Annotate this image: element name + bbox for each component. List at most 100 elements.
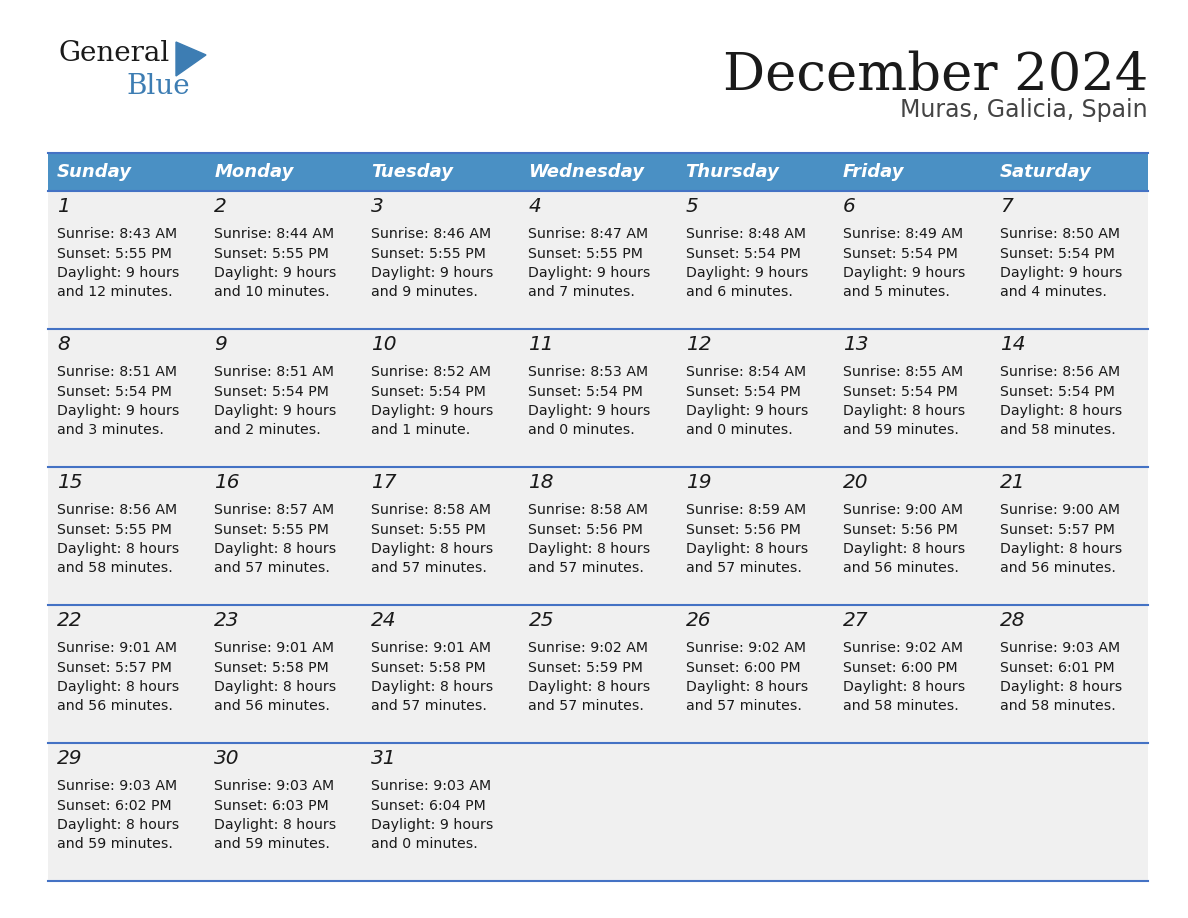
Text: Daylight: 9 hours: Daylight: 9 hours — [529, 266, 651, 280]
Bar — [991, 605, 1148, 743]
Text: Daylight: 8 hours: Daylight: 8 hours — [214, 680, 336, 694]
Text: Sunset: 6:04 PM: Sunset: 6:04 PM — [372, 799, 486, 812]
Bar — [834, 467, 991, 605]
Text: Sunrise: 8:43 AM: Sunrise: 8:43 AM — [57, 227, 177, 241]
Text: Sunset: 5:56 PM: Sunset: 5:56 PM — [529, 522, 644, 536]
Text: Sunset: 5:54 PM: Sunset: 5:54 PM — [57, 385, 172, 398]
Text: and 4 minutes.: and 4 minutes. — [1000, 285, 1107, 299]
Text: Sunrise: 9:01 AM: Sunrise: 9:01 AM — [214, 641, 334, 655]
Text: Sunrise: 8:58 AM: Sunrise: 8:58 AM — [372, 503, 492, 517]
Bar — [48, 191, 206, 329]
Text: Muras, Galicia, Spain: Muras, Galicia, Spain — [901, 98, 1148, 122]
Text: Sunrise: 9:02 AM: Sunrise: 9:02 AM — [842, 641, 962, 655]
Text: Sunset: 6:03 PM: Sunset: 6:03 PM — [214, 799, 329, 812]
Text: 25: 25 — [529, 611, 554, 630]
Text: and 57 minutes.: and 57 minutes. — [372, 562, 487, 576]
Text: and 3 minutes.: and 3 minutes. — [57, 423, 164, 438]
Text: Sunset: 5:54 PM: Sunset: 5:54 PM — [214, 385, 329, 398]
Text: Sunrise: 9:01 AM: Sunrise: 9:01 AM — [57, 641, 177, 655]
Text: 13: 13 — [842, 335, 868, 354]
Text: Daylight: 8 hours: Daylight: 8 hours — [214, 818, 336, 832]
Text: Sunset: 5:56 PM: Sunset: 5:56 PM — [685, 522, 801, 536]
Text: Sunset: 5:54 PM: Sunset: 5:54 PM — [372, 385, 486, 398]
Text: Friday: Friday — [842, 163, 904, 181]
Text: Daylight: 8 hours: Daylight: 8 hours — [1000, 404, 1123, 418]
Text: Sunrise: 8:51 AM: Sunrise: 8:51 AM — [57, 365, 177, 379]
Text: and 7 minutes.: and 7 minutes. — [529, 285, 636, 299]
Text: and 59 minutes.: and 59 minutes. — [214, 837, 330, 852]
Text: 8: 8 — [57, 335, 70, 354]
Text: Wednesday: Wednesday — [529, 163, 644, 181]
Text: Daylight: 9 hours: Daylight: 9 hours — [685, 266, 808, 280]
Text: Sunrise: 8:48 AM: Sunrise: 8:48 AM — [685, 227, 805, 241]
Text: Saturday: Saturday — [1000, 163, 1092, 181]
Bar — [519, 605, 677, 743]
Text: Sunset: 5:55 PM: Sunset: 5:55 PM — [214, 522, 329, 536]
Bar — [834, 605, 991, 743]
Text: Sunrise: 9:02 AM: Sunrise: 9:02 AM — [529, 641, 649, 655]
Text: 10: 10 — [372, 335, 397, 354]
Text: Daylight: 9 hours: Daylight: 9 hours — [214, 266, 336, 280]
Text: 7: 7 — [1000, 197, 1012, 216]
Text: Daylight: 8 hours: Daylight: 8 hours — [529, 542, 651, 556]
Text: Sunrise: 9:03 AM: Sunrise: 9:03 AM — [214, 779, 334, 793]
Text: and 59 minutes.: and 59 minutes. — [842, 423, 959, 438]
Text: Sunset: 5:58 PM: Sunset: 5:58 PM — [214, 660, 329, 675]
Text: and 1 minute.: and 1 minute. — [372, 423, 470, 438]
Text: 17: 17 — [372, 473, 397, 492]
Text: 28: 28 — [1000, 611, 1025, 630]
Text: 12: 12 — [685, 335, 712, 354]
Text: Daylight: 9 hours: Daylight: 9 hours — [57, 404, 179, 418]
Text: Sunday: Sunday — [57, 163, 132, 181]
Text: Sunrise: 8:50 AM: Sunrise: 8:50 AM — [1000, 227, 1120, 241]
Text: and 2 minutes.: and 2 minutes. — [214, 423, 321, 438]
Text: and 58 minutes.: and 58 minutes. — [1000, 423, 1116, 438]
Bar — [362, 605, 519, 743]
Bar — [362, 743, 519, 881]
Text: Sunrise: 8:56 AM: Sunrise: 8:56 AM — [1000, 365, 1120, 379]
Text: Sunset: 5:55 PM: Sunset: 5:55 PM — [57, 247, 172, 261]
Text: Sunset: 5:54 PM: Sunset: 5:54 PM — [685, 385, 801, 398]
Text: and 0 minutes.: and 0 minutes. — [685, 423, 792, 438]
Text: and 58 minutes.: and 58 minutes. — [842, 700, 959, 713]
Bar — [206, 467, 362, 605]
Text: Sunset: 5:55 PM: Sunset: 5:55 PM — [372, 522, 486, 536]
Text: Daylight: 9 hours: Daylight: 9 hours — [372, 266, 494, 280]
Text: Sunrise: 8:58 AM: Sunrise: 8:58 AM — [529, 503, 649, 517]
Text: Sunset: 6:01 PM: Sunset: 6:01 PM — [1000, 660, 1114, 675]
Text: Sunset: 5:54 PM: Sunset: 5:54 PM — [842, 385, 958, 398]
Text: Sunset: 5:54 PM: Sunset: 5:54 PM — [529, 385, 644, 398]
Bar — [677, 329, 834, 467]
Text: Sunrise: 8:49 AM: Sunrise: 8:49 AM — [842, 227, 962, 241]
Bar — [519, 153, 677, 191]
Text: 5: 5 — [685, 197, 699, 216]
Text: 11: 11 — [529, 335, 554, 354]
Text: Sunrise: 8:56 AM: Sunrise: 8:56 AM — [57, 503, 177, 517]
Text: 19: 19 — [685, 473, 712, 492]
Text: Sunrise: 8:55 AM: Sunrise: 8:55 AM — [842, 365, 962, 379]
Text: Daylight: 8 hours: Daylight: 8 hours — [57, 818, 179, 832]
Bar — [991, 191, 1148, 329]
Bar — [677, 743, 834, 881]
Text: Sunset: 5:55 PM: Sunset: 5:55 PM — [57, 522, 172, 536]
Text: 22: 22 — [57, 611, 82, 630]
Text: and 0 minutes.: and 0 minutes. — [372, 837, 478, 852]
Bar — [677, 153, 834, 191]
Text: Daylight: 8 hours: Daylight: 8 hours — [57, 680, 179, 694]
Text: and 12 minutes.: and 12 minutes. — [57, 285, 172, 299]
Text: Sunrise: 9:01 AM: Sunrise: 9:01 AM — [372, 641, 492, 655]
Bar — [206, 153, 362, 191]
Text: 24: 24 — [372, 611, 397, 630]
Text: Daylight: 9 hours: Daylight: 9 hours — [1000, 266, 1123, 280]
Text: and 5 minutes.: and 5 minutes. — [842, 285, 949, 299]
Text: Sunrise: 9:00 AM: Sunrise: 9:00 AM — [842, 503, 962, 517]
Bar — [206, 329, 362, 467]
Text: General: General — [58, 40, 169, 67]
Bar — [48, 329, 206, 467]
Text: Sunrise: 8:59 AM: Sunrise: 8:59 AM — [685, 503, 805, 517]
Polygon shape — [176, 42, 206, 76]
Bar — [519, 743, 677, 881]
Text: Sunrise: 8:47 AM: Sunrise: 8:47 AM — [529, 227, 649, 241]
Text: 31: 31 — [372, 749, 397, 768]
Text: and 57 minutes.: and 57 minutes. — [529, 700, 644, 713]
